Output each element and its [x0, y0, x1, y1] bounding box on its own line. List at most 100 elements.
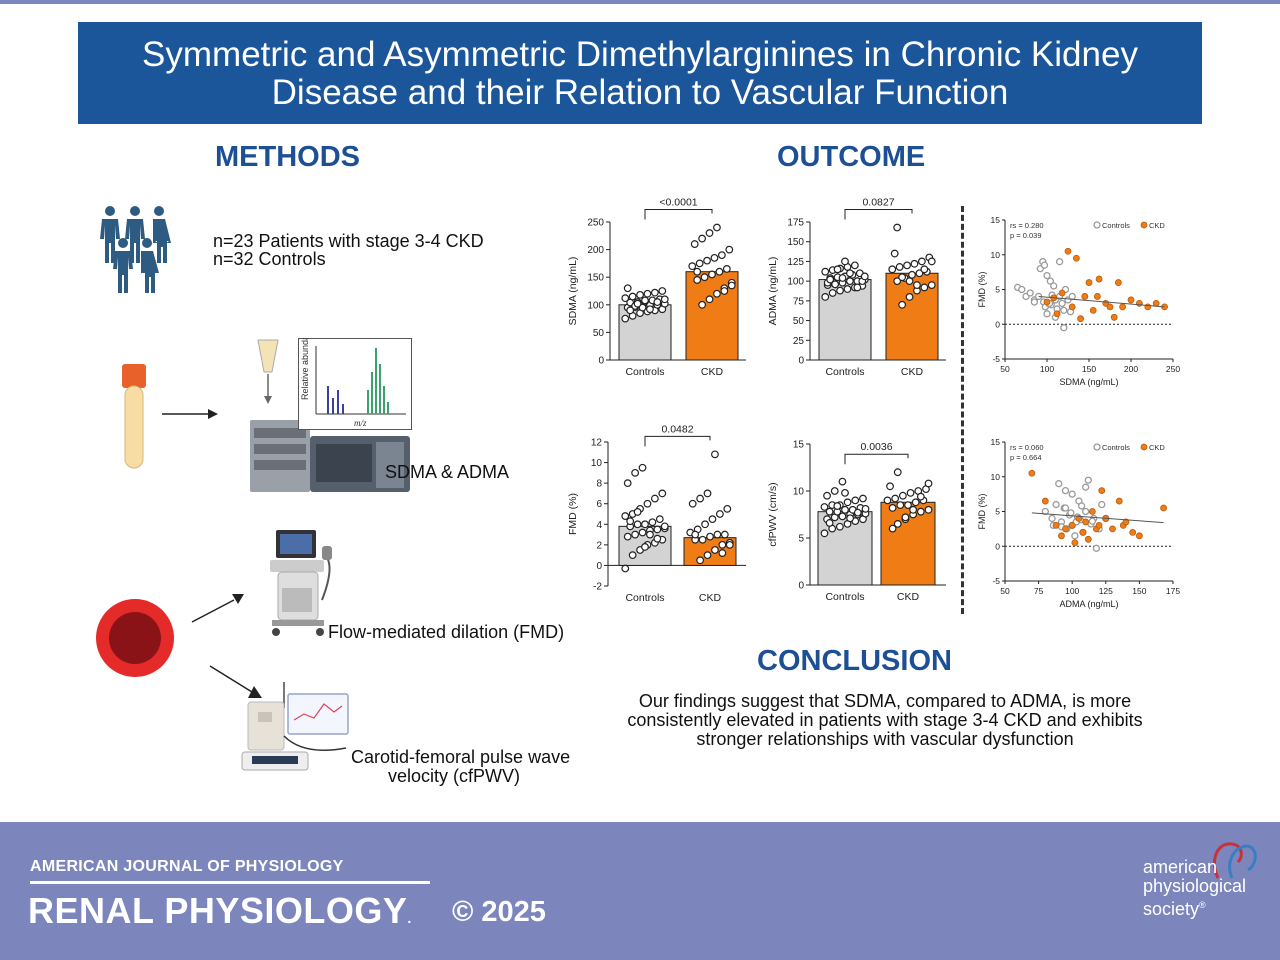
controls-point [1068, 292, 1076, 301]
data-point [836, 286, 844, 295]
data-point [861, 504, 870, 513]
ckd-point [1152, 300, 1160, 307]
data-point [908, 270, 916, 279]
y-tick-label: 15 [991, 215, 1001, 225]
data-point [691, 530, 700, 539]
data-point [825, 507, 834, 516]
data-point [886, 482, 894, 491]
significance-bracket [844, 209, 913, 220]
y-tick-label: 10 [991, 250, 1001, 260]
stat-p: p = 0.664 [1010, 453, 1042, 462]
legend-controls-label: Controls [1102, 221, 1130, 230]
data-point [893, 519, 902, 528]
x-axis-label: SDMA (ng/mL) [1059, 377, 1118, 387]
y-axis-label: FMD (%) [567, 493, 579, 535]
y-tick-label: 150 [587, 273, 604, 284]
x-tick-label: 150 [1132, 586, 1146, 596]
y-tick-label: 50 [593, 328, 605, 339]
data-point [626, 517, 635, 526]
data-point [631, 468, 640, 477]
data-point [825, 519, 834, 527]
data-point [705, 229, 714, 237]
x-tick-label: 200 [1124, 364, 1138, 374]
pwv-bar-chart: 0 5 10 15 cfPWV (cm/s) Controls CKD 0.0036 [767, 440, 946, 603]
data-point [641, 296, 649, 305]
data-point [633, 520, 642, 529]
data-point [911, 498, 920, 507]
data-point [621, 314, 630, 323]
data-point [851, 496, 860, 505]
legend-controls-marker [1093, 443, 1101, 451]
data-point [660, 522, 669, 531]
data-point [717, 251, 726, 260]
outcome-divider [961, 206, 964, 614]
data-point [638, 528, 647, 537]
data-point [720, 530, 729, 539]
ckd-point [1127, 296, 1135, 304]
controls-point [1046, 277, 1055, 285]
data-point [660, 295, 669, 304]
y-tick-label: 10 [793, 487, 805, 498]
data-point [898, 300, 907, 309]
data-point [628, 551, 637, 560]
significance-bracket [644, 209, 713, 220]
data-point [823, 491, 831, 500]
data-point [698, 535, 707, 544]
ckd-point [1160, 504, 1167, 512]
ckd-point [1129, 528, 1137, 536]
y-tick-label: 0 [995, 541, 1000, 551]
conclusion-line-1: Our findings suggest that SDMA, compared… [638, 691, 1132, 711]
controls-point [1055, 480, 1063, 488]
legend-ckd-marker [1140, 221, 1148, 229]
data-point [906, 488, 915, 497]
y-tick-label: -2 [593, 582, 602, 593]
data-point [826, 275, 835, 284]
y-axis-label: SDMA (ng/mL) [567, 257, 579, 326]
y-tick-label: 0 [598, 356, 604, 367]
data-point [924, 505, 933, 514]
sdma-fmd-scatter: -5 0 5 10 15 50 100 150 200 250 SDMA (ng/mL) FMD (%… [977, 215, 1180, 387]
assay-label: SDMA & ADMA [385, 462, 510, 482]
data-point [633, 508, 642, 516]
y-tick-label: 0 [798, 581, 804, 592]
category-label: CKD [901, 366, 924, 378]
y-tick-label: 5 [995, 285, 1000, 295]
data-point [924, 479, 933, 488]
data-point [916, 492, 925, 501]
y-tick-label: 0 [995, 319, 1000, 329]
data-point [846, 514, 855, 523]
y-tick-label: 250 [587, 218, 604, 229]
data-point [631, 530, 640, 539]
data-point [909, 505, 918, 514]
data-point [623, 479, 632, 488]
data-point [701, 520, 709, 529]
data-point [626, 306, 635, 315]
y-axis-label: FMD (%) [977, 272, 987, 308]
y-tick-label: 6 [596, 499, 602, 510]
ckd-point [1144, 303, 1152, 311]
data-point [643, 499, 652, 508]
ckd-point [1085, 279, 1093, 286]
conclusion-line-2: consistently elevated in patients with s… [627, 710, 1143, 730]
data-point [708, 515, 717, 524]
x-axis-label: ADMA (ng/mL) [1059, 599, 1118, 609]
arrow-to-ms-icon [162, 409, 218, 419]
copyright-year: © 2025 [452, 896, 546, 928]
data-point [646, 305, 654, 314]
controls-point [1026, 289, 1034, 297]
data-point [695, 259, 704, 268]
y-tick-label: 150 [787, 237, 804, 248]
ultrasound-machine-icon [270, 530, 332, 636]
controls-point [1041, 507, 1049, 516]
data-point [698, 300, 707, 309]
y-tick-label: 25 [793, 336, 805, 347]
journal-series-name: AMERICAN JOURNAL OF PHYSIOLOGY [30, 858, 344, 875]
data-point [904, 501, 912, 509]
stat-r: rs = 0.060 [1010, 443, 1044, 452]
ckd-point [1088, 508, 1096, 515]
fmd-label: Flow-mediated dilation (FMD) [328, 622, 565, 642]
x-tick-label: 175 [1166, 586, 1180, 596]
ckd-point [1058, 532, 1065, 540]
data-point [833, 502, 842, 510]
methods-heading: METHODS [215, 141, 360, 173]
